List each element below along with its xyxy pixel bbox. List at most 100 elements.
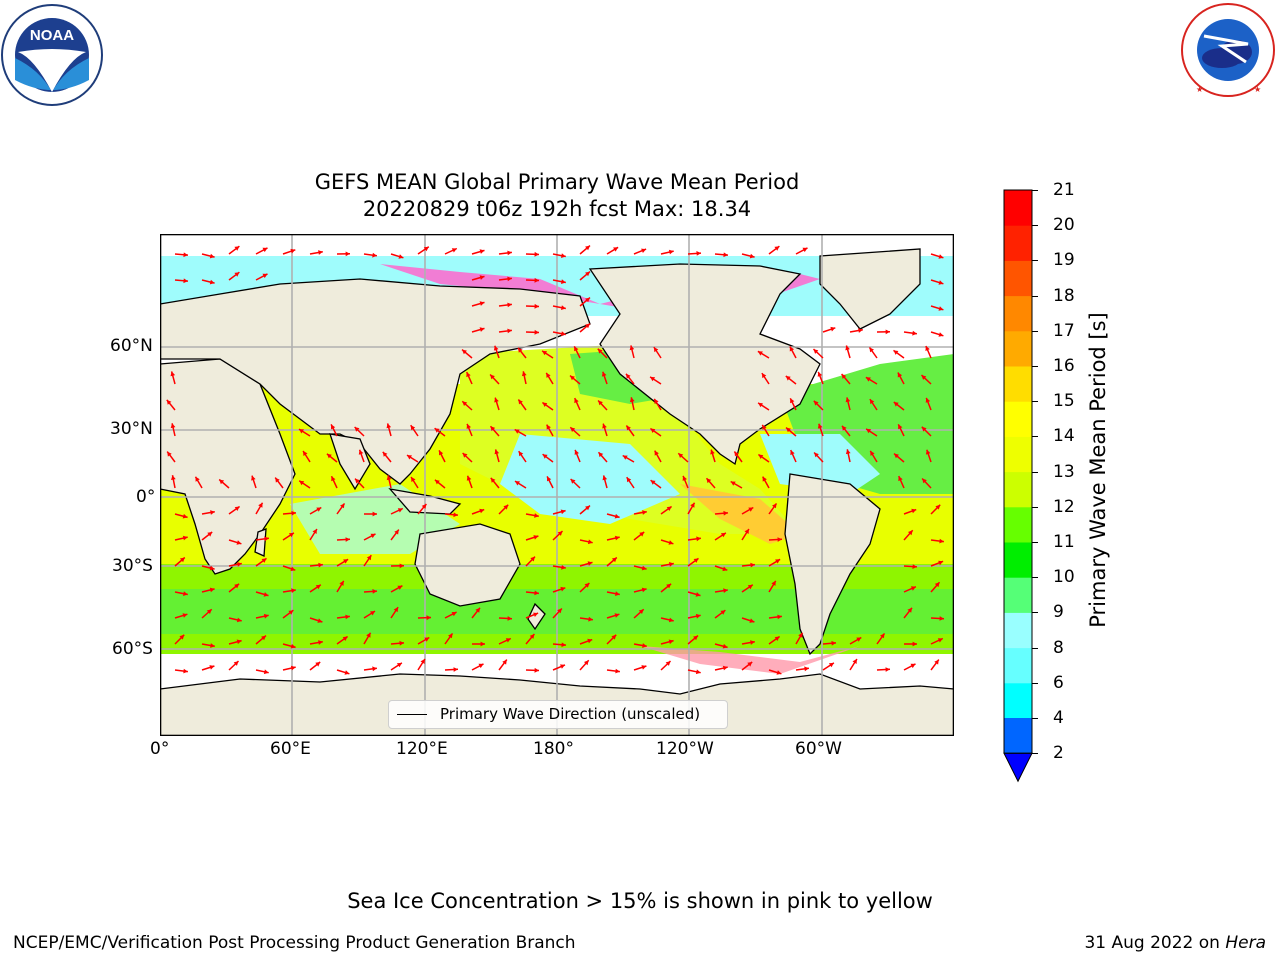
wave-arrow-head — [642, 643, 647, 648]
wave-arrow-head — [316, 507, 322, 512]
wave-arrow-head — [693, 558, 699, 563]
wave-arrow-head — [710, 449, 715, 455]
wave-arrow-head — [804, 666, 809, 672]
wave-arrow-head — [466, 372, 471, 378]
colorbar-tick-mark — [1032, 753, 1038, 755]
wave-arrow-head — [912, 330, 917, 336]
wave-arrow-head — [587, 638, 593, 644]
wave-arrow-head — [830, 326, 836, 332]
colorbar-tick-label: 16 — [1053, 356, 1075, 376]
colorbar-segment — [1004, 647, 1032, 684]
wave-arrow-head — [179, 634, 185, 640]
wave-arrow-head — [939, 538, 944, 544]
wave-arrow-head — [602, 475, 608, 481]
wave-arrow-head — [584, 660, 589, 666]
wave-arrow-head — [641, 565, 647, 571]
wave-arrow-head — [370, 611, 375, 616]
wave-arrow-head — [533, 535, 539, 540]
wave-arrow-head — [602, 423, 607, 429]
wave-arrow-head — [911, 508, 917, 514]
wave-arrow-head — [290, 248, 296, 254]
wave-arrow-head — [462, 349, 467, 355]
wave-arrow-head — [629, 345, 635, 351]
colorbar-tick-mark — [1032, 647, 1038, 649]
wave-arrow-head — [750, 640, 755, 645]
wave-arrow-head — [479, 249, 485, 254]
colorbar-tick-label: 12 — [1053, 496, 1075, 517]
wave-arrow-head — [502, 659, 507, 665]
colorbar-title: Primary Wave Mean Period [s] — [1086, 312, 1110, 628]
wave-arrow-head — [331, 476, 336, 482]
wave-arrow-head — [317, 618, 323, 623]
svg-text:★: ★ — [1254, 85, 1261, 94]
wave-arrow-head — [842, 425, 847, 431]
wave-arrow-head — [518, 451, 524, 457]
wave-arrow-head — [789, 346, 795, 352]
wave-arrow-head — [170, 371, 176, 377]
wave-arrow-head — [668, 249, 674, 255]
wave-arrow-head — [720, 532, 726, 538]
land-greenland — [819, 248, 921, 330]
wave-arrow-head — [561, 331, 566, 336]
wave-arrow-head — [219, 479, 225, 485]
wave-arrow-head — [315, 662, 321, 667]
wave-arrow-head — [339, 580, 344, 586]
wave-arrow-head — [597, 348, 603, 354]
wave-arrow-head — [910, 663, 916, 669]
wave-arrow-head — [479, 508, 485, 514]
colorbar-tick-mark — [1032, 330, 1038, 332]
wave-arrow-head — [574, 398, 579, 404]
wave-arrow-head — [507, 328, 512, 334]
wave-arrow-head — [426, 615, 431, 621]
wave-arrow-head — [615, 591, 620, 596]
footer-left: NCEP/EMC/Verification Post Processing Pr… — [13, 933, 576, 953]
wave-arrow-head — [318, 562, 323, 568]
wave-arrow-head — [234, 272, 240, 277]
wave-arrow-head — [342, 636, 348, 641]
wave-arrow-head — [638, 609, 644, 614]
wave-arrow-head — [912, 641, 917, 647]
wave-arrow-head — [749, 618, 755, 623]
wave-arrow-head — [479, 327, 485, 332]
footer-date: 31 Aug 2022 on — [1084, 933, 1226, 953]
y-tick-1: 30°N — [110, 419, 153, 439]
wave-arrow-head — [777, 537, 782, 542]
wave-arrow-head — [626, 425, 631, 431]
wave-arrow-head — [370, 533, 376, 539]
wave-arrow-head — [641, 587, 647, 593]
wave-arrow-head — [696, 251, 701, 256]
wave-arrow-head — [641, 665, 647, 670]
wave-arrow-head — [750, 562, 755, 568]
footer-machine: Hera — [1225, 933, 1266, 953]
colorbar-tick-mark — [1032, 682, 1038, 684]
land-north-america — [588, 263, 821, 466]
wave-arrow-head — [210, 643, 215, 648]
wave-arrow-head — [507, 276, 512, 282]
wave-arrow-head — [666, 583, 672, 589]
wave-arrow-head — [817, 371, 823, 377]
wave-arrow-head — [939, 616, 944, 621]
wave-arrow-head — [399, 640, 404, 646]
x-tick-5: 60°W — [795, 739, 842, 759]
colorbar-tick-label: 20 — [1053, 215, 1075, 236]
chart-title-line1: GEFS MEAN Global Primary Wave Mean Perio… — [314, 170, 800, 194]
colorbar-tick-label: 21 — [1053, 180, 1075, 200]
wave-arrow-head — [345, 614, 350, 620]
wave-arrow-head — [869, 399, 875, 405]
wave-arrow-head — [397, 508, 403, 513]
wave-arrow-head — [542, 454, 548, 459]
y-tick-0: 60°N — [110, 336, 153, 356]
wave-arrow-head — [557, 608, 562, 614]
wave-arrow-head — [790, 398, 795, 404]
wave-arrow-head — [669, 562, 674, 567]
wave-arrow-head — [561, 642, 566, 648]
wave-arrow-head — [434, 479, 440, 485]
land-madagascar — [254, 528, 267, 557]
x-tick-3: 180° — [533, 739, 574, 759]
wave-arrow-head — [358, 449, 364, 455]
wave-arrow-head — [570, 479, 576, 484]
wave-arrow-head — [584, 583, 590, 588]
colorbar-tick-label: 9 — [1053, 602, 1064, 623]
y-tick-3: 30°S — [112, 556, 153, 576]
colorbar-tick-label: 8 — [1053, 637, 1064, 658]
